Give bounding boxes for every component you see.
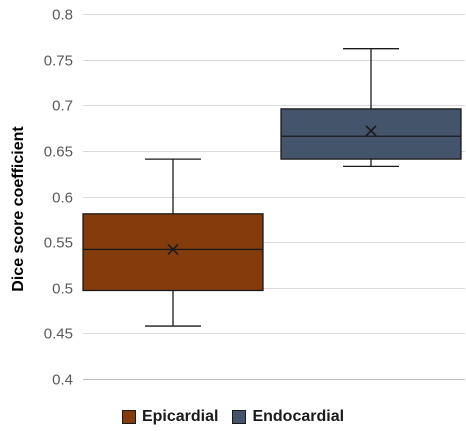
y-tick-label: 0.5: [52, 281, 73, 298]
legend-swatch-endocardial: [232, 410, 247, 424]
boxes: [82, 48, 462, 327]
legend-item-epicardial: Epicardial: [121, 408, 219, 426]
y-tick-label: 0.65: [44, 144, 73, 161]
y-axis-ticks: 0.4 0.45 0.5 0.55 0.6 0.65 0.7 0.75 0.8: [44, 7, 73, 389]
mean-marker: [167, 243, 179, 255]
legend-swatch-epicardial: [121, 410, 136, 424]
y-tick-label: 0.4: [52, 372, 73, 389]
y-tick-label: 0.55: [44, 235, 73, 252]
box-epicardial: [82, 158, 264, 327]
mean-marker: [365, 125, 377, 137]
iqr-box: [280, 108, 462, 160]
gridlines: [83, 14, 465, 380]
iqr-box: [82, 213, 264, 292]
legend-item-endocardial: Endocardial: [232, 408, 344, 426]
box-endocardial: [280, 48, 462, 168]
y-tick-label: 0.6: [52, 190, 73, 207]
y-tick-label: 0.7: [52, 98, 73, 115]
legend-label-endocardial: Endocardial: [252, 408, 345, 425]
box-plot-chart: 0.4 0.45 0.5 0.55 0.6 0.65 0.7 0.75 0.8 Dice sco…: [10, 7, 465, 389]
legend: Epicardial Endocardial: [0, 405, 466, 429]
y-axis-label: Dice score coefficient: [10, 126, 27, 292]
y-tick-label: 0.75: [44, 53, 73, 70]
y-tick-label: 0.45: [44, 326, 73, 343]
y-tick-label: 0.8: [52, 7, 73, 24]
legend-label-epicardial: Epicardial: [141, 408, 219, 425]
